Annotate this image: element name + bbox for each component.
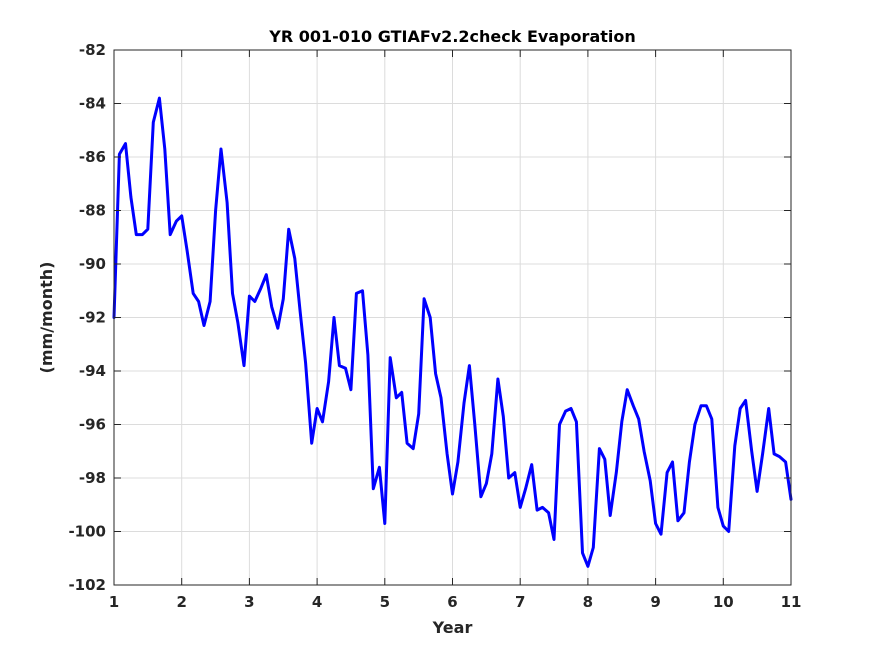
x-tick-label: 7 <box>515 593 525 611</box>
x-tick-label: 2 <box>176 593 186 611</box>
y-tick-label: -90 <box>79 255 106 273</box>
chart-title: YR 001-010 GTIAFv2.2check Evaporation <box>268 27 636 46</box>
x-tick-labels: 1 2 3 4 5 6 7 8 9 10 11 <box>109 593 802 611</box>
x-tick-label: 6 <box>447 593 457 611</box>
tick-marks <box>113 49 792 586</box>
x-tick-label: 4 <box>312 593 322 611</box>
x-tick-label: 10 <box>713 593 734 611</box>
y-tick-label: -88 <box>79 202 106 220</box>
y-tick-label: -98 <box>79 469 106 487</box>
y-tick-label: -96 <box>79 416 106 434</box>
y-tick-label: -92 <box>79 309 106 327</box>
x-tick-label: 3 <box>244 593 254 611</box>
series-group <box>112 96 793 568</box>
x-tick-label: 1 <box>109 593 119 611</box>
x-tick-label: 8 <box>583 593 593 611</box>
y-axis-title: (mm/month) <box>37 262 56 374</box>
x-tick-label: 5 <box>380 593 390 611</box>
y-tick-label: -84 <box>79 95 106 113</box>
x-axis-title: Year <box>432 618 473 637</box>
x-tick-label: 11 <box>781 593 802 611</box>
y-tick-label: -86 <box>79 148 106 166</box>
y-tick-labels: -102 -100 -98 -96 -94 -92 -90 -88 -86 -84 -82 <box>68 41 106 594</box>
y-tick-label: -100 <box>68 523 106 541</box>
y-tick-label: -102 <box>68 576 106 594</box>
y-tick-label: -82 <box>79 41 106 59</box>
series-line <box>112 96 793 568</box>
y-tick-label: -94 <box>79 362 106 380</box>
x-tick-label: 9 <box>650 593 660 611</box>
